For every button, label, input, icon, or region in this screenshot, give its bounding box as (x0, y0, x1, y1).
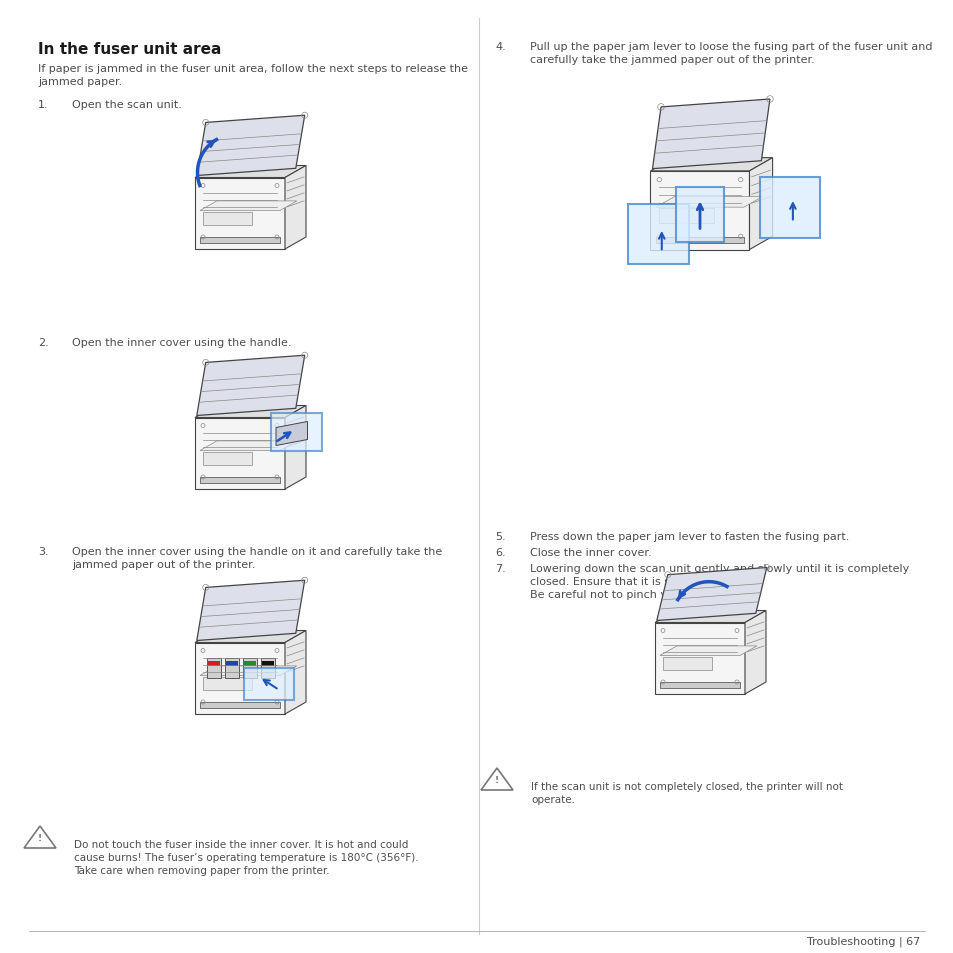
Bar (662, 657, 712, 670)
Bar (244, 660, 255, 666)
Bar (262, 660, 274, 666)
Polygon shape (285, 167, 306, 250)
Bar (656, 237, 743, 244)
Bar (759, 178, 820, 238)
Bar (203, 213, 253, 226)
Text: Lowering down the scan unit gently and slowly until it is completely
closed. Ens: Lowering down the scan unit gently and s… (530, 563, 908, 599)
Bar (271, 413, 322, 451)
Bar (208, 660, 220, 666)
Text: Open the scan unit.: Open the scan unit. (71, 100, 182, 110)
Polygon shape (650, 172, 749, 251)
Bar (659, 682, 740, 688)
Polygon shape (650, 158, 772, 172)
Polygon shape (285, 406, 306, 490)
Text: Do not touch the fuser inside the inner cover. It is hot and could
cause burns! : Do not touch the fuser inside the inner … (74, 840, 418, 876)
Bar (203, 677, 253, 690)
Polygon shape (285, 631, 306, 714)
Polygon shape (655, 611, 765, 623)
Bar (225, 658, 239, 678)
Text: 1.: 1. (38, 100, 49, 110)
Bar (659, 209, 713, 224)
Text: !: ! (495, 776, 498, 784)
Polygon shape (655, 623, 744, 695)
Polygon shape (200, 202, 296, 212)
Text: Press down the paper jam lever to fasten the fusing part.: Press down the paper jam lever to fasten… (530, 532, 848, 541)
Text: 4.: 4. (495, 42, 505, 52)
Polygon shape (200, 666, 296, 676)
Text: Close the inner cover.: Close the inner cover. (530, 547, 651, 558)
Bar (243, 658, 256, 678)
Text: 6.: 6. (495, 547, 505, 558)
Polygon shape (196, 116, 304, 176)
Bar (200, 702, 280, 708)
Text: 3.: 3. (38, 546, 49, 557)
Bar (207, 658, 221, 678)
Polygon shape (275, 422, 307, 446)
Polygon shape (656, 568, 766, 620)
Text: Pull up the paper jam lever to loose the fusing part of the fuser unit and
caref: Pull up the paper jam lever to loose the… (530, 42, 931, 65)
Text: In the fuser unit area: In the fuser unit area (38, 42, 221, 57)
Polygon shape (196, 355, 304, 416)
Bar (226, 660, 237, 666)
Polygon shape (194, 167, 306, 178)
Polygon shape (194, 631, 306, 643)
Text: Open the inner cover using the handle.: Open the inner cover using the handle. (71, 337, 292, 348)
Bar (675, 188, 723, 243)
Bar (628, 205, 688, 265)
Text: !: ! (38, 834, 42, 842)
Polygon shape (652, 100, 769, 170)
Polygon shape (200, 441, 296, 451)
Text: Open the inner cover using the handle on it and carefully take the
jammed paper : Open the inner cover using the handle on… (71, 546, 442, 570)
Polygon shape (659, 646, 756, 656)
Polygon shape (194, 418, 285, 490)
Bar (203, 452, 253, 465)
Polygon shape (194, 643, 285, 714)
Polygon shape (194, 406, 306, 418)
Text: 2.: 2. (38, 337, 49, 348)
Text: Troubleshooting | 67: Troubleshooting | 67 (806, 936, 919, 946)
Polygon shape (194, 178, 285, 250)
Text: If paper is jammed in the fuser unit area, follow the next steps to release the
: If paper is jammed in the fuser unit are… (38, 64, 468, 87)
Text: If the scan unit is not completely closed, the printer will not
operate.: If the scan unit is not completely close… (531, 781, 842, 804)
Text: 7.: 7. (495, 563, 505, 574)
Polygon shape (656, 197, 761, 208)
Bar (200, 477, 280, 484)
Polygon shape (744, 611, 765, 695)
Bar (244, 668, 294, 700)
Bar (261, 658, 274, 678)
Text: 5.: 5. (495, 532, 505, 541)
Polygon shape (749, 158, 772, 251)
Polygon shape (196, 580, 304, 640)
Bar (200, 238, 280, 244)
